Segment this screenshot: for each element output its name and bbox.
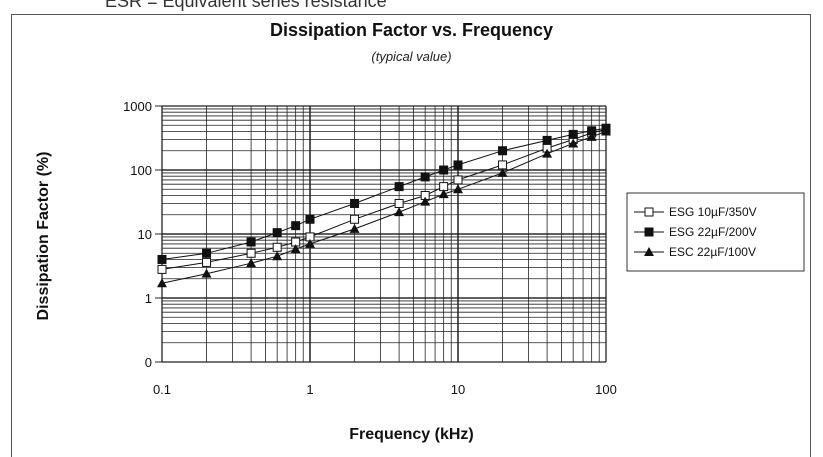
y-tick-label: 10 bbox=[138, 227, 152, 242]
data-point bbox=[272, 228, 282, 238]
data-point bbox=[497, 167, 508, 177]
y-tick-label: 1 bbox=[145, 291, 152, 306]
y-tick-label: 1000 bbox=[123, 99, 152, 114]
data-point bbox=[305, 238, 315, 248]
y-tick-label: 0 bbox=[145, 355, 152, 370]
data-point bbox=[453, 184, 463, 194]
data-point bbox=[157, 278, 167, 288]
data-point bbox=[586, 131, 597, 141]
data-point bbox=[201, 268, 212, 278]
data-point bbox=[498, 160, 508, 170]
chart-subtitle: (typical value) bbox=[371, 49, 452, 64]
legend-marker bbox=[644, 207, 654, 217]
data-point bbox=[439, 165, 449, 175]
data-point bbox=[350, 214, 360, 224]
data-point bbox=[272, 242, 282, 252]
series-line bbox=[161, 131, 607, 284]
chart-legend: ESG 10µF/350V ESG 22µF/200V ESC 22µF/100V bbox=[626, 192, 805, 272]
data-point bbox=[202, 257, 212, 267]
page-caption: ESR = Equivalent series resistance bbox=[105, 0, 387, 11]
data-point bbox=[568, 129, 578, 139]
y-tick-label: 100 bbox=[130, 163, 152, 178]
chart-title: Dissipation Factor vs. Frequency bbox=[269, 20, 554, 40]
data-point bbox=[272, 251, 283, 261]
data-point bbox=[157, 254, 167, 264]
data-point bbox=[349, 223, 360, 233]
data-point bbox=[542, 148, 553, 158]
data-point bbox=[246, 237, 256, 247]
chart-grid bbox=[155, 105, 607, 363]
chart-frame bbox=[11, 14, 811, 457]
data-point bbox=[246, 248, 256, 258]
series-line bbox=[161, 127, 607, 260]
data-point bbox=[453, 160, 463, 170]
x-tick-label: 1 bbox=[306, 382, 313, 397]
legend-label: ESG 22µF/200V bbox=[669, 225, 757, 239]
data-point bbox=[498, 146, 508, 156]
data-point bbox=[601, 126, 611, 136]
data-point bbox=[350, 198, 360, 208]
chart-series bbox=[157, 123, 611, 288]
data-point bbox=[394, 198, 404, 208]
x-tick-label: 10 bbox=[451, 382, 465, 397]
x-tick-label: 0.1 bbox=[153, 382, 171, 397]
legend-marker bbox=[644, 227, 654, 237]
data-point bbox=[420, 172, 430, 182]
series-line bbox=[161, 129, 607, 270]
legend-label: ESG 10µF/350V bbox=[669, 205, 757, 219]
data-point bbox=[542, 135, 552, 145]
data-point bbox=[305, 214, 315, 224]
x-axis-label: Frequency (kHz) bbox=[349, 426, 474, 443]
legend-marker bbox=[644, 247, 654, 256]
data-point bbox=[157, 264, 167, 274]
data-point bbox=[453, 175, 463, 185]
x-tick-label: 100 bbox=[595, 382, 617, 397]
legend-label: ESC 22µF/100V bbox=[669, 245, 756, 259]
data-point bbox=[246, 258, 257, 268]
data-point bbox=[202, 248, 212, 258]
data-point bbox=[290, 244, 301, 254]
data-point bbox=[568, 138, 579, 148]
data-point bbox=[438, 189, 449, 199]
data-point bbox=[291, 221, 301, 231]
data-point bbox=[420, 196, 431, 206]
data-point bbox=[394, 207, 405, 217]
data-point bbox=[394, 182, 404, 192]
